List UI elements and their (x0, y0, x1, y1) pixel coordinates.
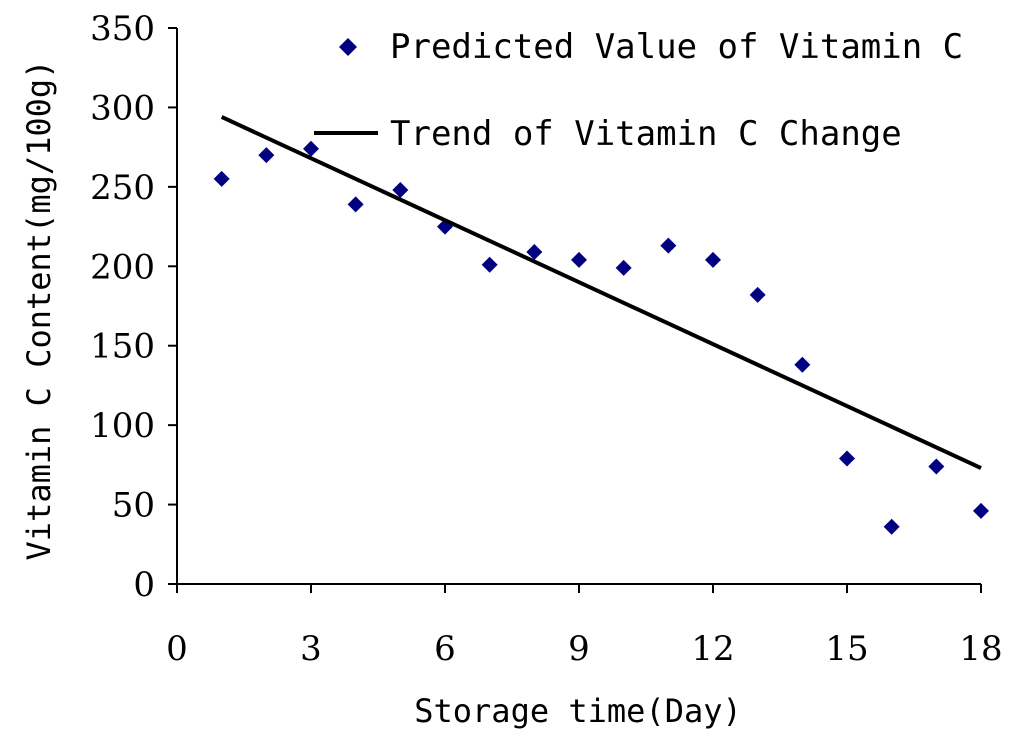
x-axis-title: Storage time(Day) (414, 692, 742, 730)
trend-line (220, 115, 982, 470)
x-ticks: 0 3 6 9 12 15 18 (166, 584, 1003, 669)
axes (176, 28, 981, 585)
data-point-diamond (481, 256, 498, 273)
legend-label-predicted: Predicted Value of Vitamin C (390, 27, 963, 67)
data-point-diamond (303, 140, 319, 157)
data-point-diamond (571, 251, 587, 268)
legend-item-trend: Trend of Vitamin C Change (314, 114, 902, 154)
data-point-diamond (615, 259, 632, 276)
x-tick-label: 6 (434, 629, 456, 669)
y-tick-label: 100 (90, 406, 155, 446)
x-tick-label: 3 (300, 629, 322, 669)
data-point-diamond (347, 196, 364, 213)
data-point-diamond (794, 356, 811, 373)
y-tick-label: 150 (90, 327, 155, 367)
legend-diamond-marker (339, 38, 357, 56)
y-tick-label: 0 (133, 565, 155, 605)
legend-label-trend: Trend of Vitamin C Change (390, 114, 902, 154)
y-axis-title: Vitamin C Content(mg/100g) (20, 60, 58, 561)
legend: Predicted Value of Vitamin C Trend of Vi… (314, 27, 963, 154)
y-ticks: 0 50 100 150 200 250 300 350 (90, 9, 177, 605)
y-tick-label: 300 (90, 88, 155, 128)
data-point-diamond (705, 251, 721, 268)
data-point-diamond (660, 237, 677, 254)
x-tick-label: 18 (959, 629, 1002, 669)
data-point-diamond (392, 182, 409, 199)
data-point-diamond (526, 243, 543, 260)
y-tick-label: 250 (90, 168, 155, 208)
data-point-diamond (258, 147, 275, 164)
y-tick-label: 50 (112, 486, 155, 526)
data-point-diamond (928, 458, 945, 475)
data-point-diamond (749, 286, 766, 303)
data-point-diamond (973, 502, 989, 519)
x-tick-label: 0 (166, 629, 188, 669)
y-tick-label: 200 (90, 247, 155, 287)
y-tick-label: 350 (90, 9, 155, 49)
data-point-diamond (839, 450, 855, 467)
data-point-diamond (213, 170, 230, 187)
x-tick-label: 15 (825, 629, 868, 669)
legend-item-predicted: Predicted Value of Vitamin C (339, 27, 963, 67)
data-point-diamond (883, 518, 900, 535)
x-tick-label: 9 (568, 629, 590, 669)
series-layer (213, 115, 989, 535)
x-tick-label: 12 (691, 629, 734, 669)
